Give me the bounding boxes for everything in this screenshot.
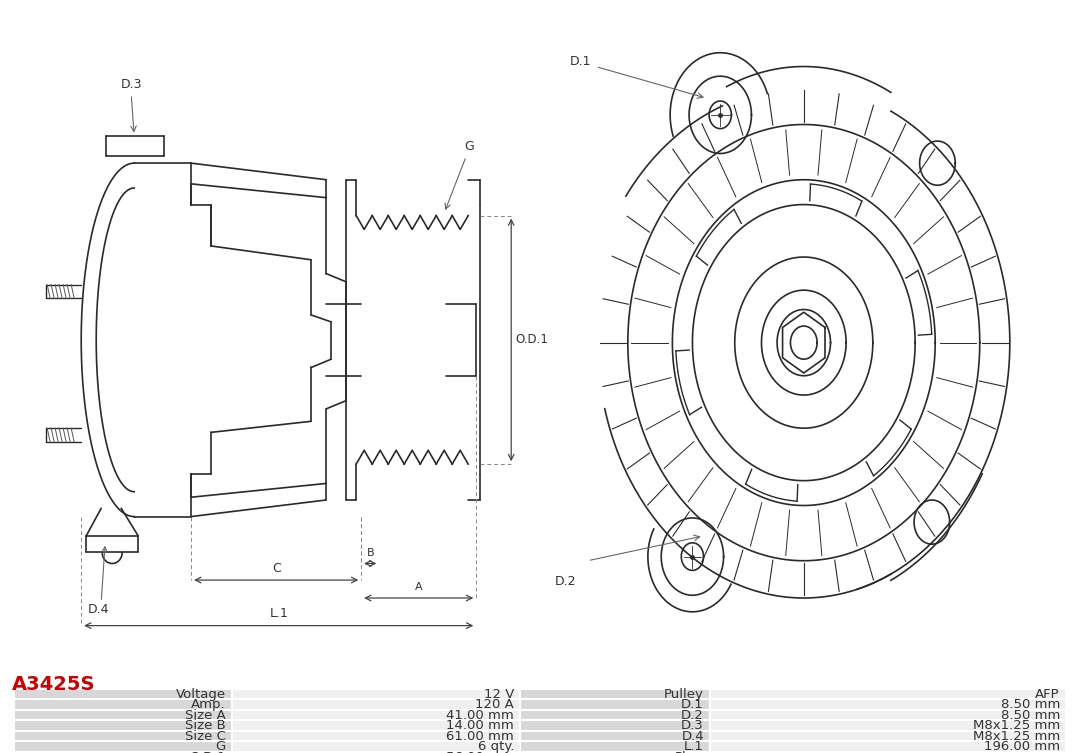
Text: Amp.: Amp.: [191, 698, 226, 711]
Bar: [710, 700, 1066, 710]
Text: M8x1.25 mm: M8x1.25 mm: [973, 730, 1059, 742]
Text: B: B: [366, 548, 374, 558]
Bar: [519, 710, 710, 721]
Text: L.1: L.1: [684, 740, 704, 753]
Bar: [14, 689, 232, 700]
Text: Voltage: Voltage: [176, 687, 226, 700]
Text: 6 qty.: 6 qty.: [477, 740, 514, 753]
Bar: [232, 752, 519, 753]
Text: AFP: AFP: [1036, 687, 1059, 700]
Bar: [232, 700, 519, 710]
Text: Size C: Size C: [185, 730, 226, 742]
Bar: [710, 721, 1066, 731]
Text: D.4: D.4: [89, 603, 110, 616]
Text: O.D.1: O.D.1: [515, 334, 548, 346]
Bar: [232, 742, 519, 752]
Text: Size B: Size B: [186, 719, 226, 732]
Text: 14.00 mm: 14.00 mm: [446, 719, 514, 732]
Bar: [710, 742, 1066, 752]
Bar: [710, 752, 1066, 753]
Text: D.1: D.1: [681, 698, 704, 711]
Text: D.4: D.4: [681, 730, 704, 742]
Text: 41.00 mm: 41.00 mm: [446, 709, 514, 721]
Text: D.3: D.3: [681, 719, 704, 732]
Bar: [14, 710, 232, 721]
Text: A3425S: A3425S: [12, 675, 95, 694]
Bar: [14, 742, 232, 752]
Text: 8.50 mm: 8.50 mm: [1001, 698, 1059, 711]
Bar: [519, 721, 710, 731]
Text: D.3: D.3: [121, 78, 143, 91]
Text: 61.00 mm: 61.00 mm: [446, 730, 514, 742]
Text: C: C: [272, 562, 281, 575]
Text: 196.00 mm: 196.00 mm: [984, 740, 1059, 753]
Text: PL_2300: PL_2300: [1004, 751, 1059, 753]
Bar: [232, 721, 519, 731]
Bar: [14, 700, 232, 710]
Bar: [519, 752, 710, 753]
Text: D.2: D.2: [554, 575, 576, 587]
Text: Size A: Size A: [186, 709, 226, 721]
Bar: [14, 731, 232, 742]
Text: Pulley: Pulley: [664, 687, 704, 700]
Bar: [710, 689, 1066, 700]
Text: 8.50 mm: 8.50 mm: [1001, 709, 1059, 721]
Bar: [232, 689, 519, 700]
Bar: [232, 710, 519, 721]
Bar: [710, 710, 1066, 721]
Bar: [519, 742, 710, 752]
Bar: [14, 752, 232, 753]
Bar: [710, 731, 1066, 742]
Text: Plug: Plug: [675, 751, 704, 753]
Bar: [232, 731, 519, 742]
Text: 56.00 mm: 56.00 mm: [446, 751, 514, 753]
Bar: [519, 689, 710, 700]
Text: D.2: D.2: [681, 709, 704, 721]
Text: L.1: L.1: [269, 607, 288, 620]
Bar: [519, 700, 710, 710]
Bar: [14, 721, 232, 731]
Text: G: G: [464, 141, 474, 154]
Text: A: A: [415, 583, 422, 593]
Text: 12 V: 12 V: [484, 687, 514, 700]
Text: G: G: [216, 740, 226, 753]
Text: O.D.1: O.D.1: [189, 751, 226, 753]
Bar: [519, 731, 710, 742]
Text: 120 A: 120 A: [475, 698, 514, 711]
Text: D.1: D.1: [570, 56, 592, 69]
Text: M8x1.25 mm: M8x1.25 mm: [973, 719, 1059, 732]
